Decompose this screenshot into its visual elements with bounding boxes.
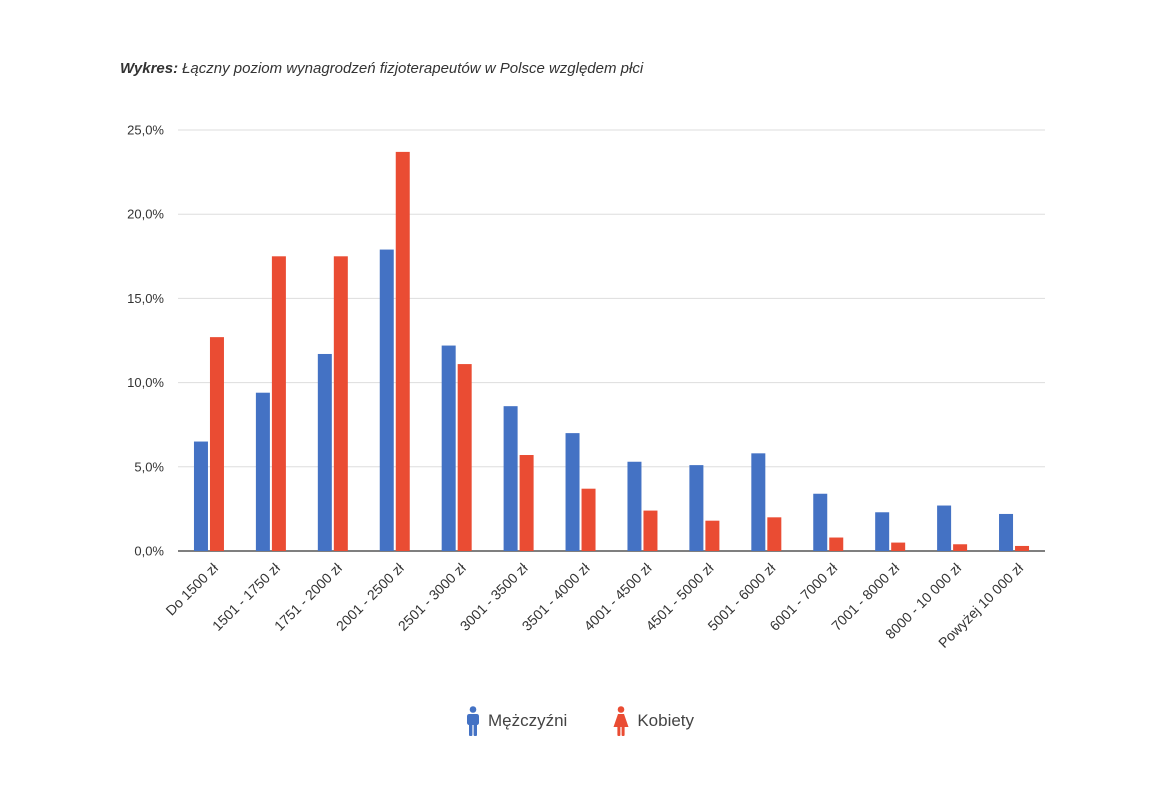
legend-label-men: Mężczyźni	[487, 711, 568, 730]
legend-label-women: Kobiety	[637, 711, 695, 730]
bar-men	[441, 345, 456, 551]
bar-men	[875, 512, 890, 551]
bar-women	[767, 517, 782, 551]
bar-men	[751, 453, 766, 551]
legend-item-women: Kobiety	[613, 706, 694, 736]
bar-women	[395, 151, 410, 551]
bar-men	[565, 433, 580, 551]
bar-women	[519, 455, 534, 551]
chart-title-prefix: Wykres:	[120, 60, 179, 77]
bars	[193, 151, 1030, 551]
bar-men	[627, 461, 642, 551]
legend-item-men: Mężczyźni	[466, 706, 567, 736]
y-tick-label: 5,0%	[134, 459, 164, 474]
legend: Mężczyźni Kobiety	[0, 706, 1160, 736]
y-tick-label: 20,0%	[127, 207, 164, 222]
bar-women	[643, 510, 658, 551]
y-axis-tick-labels: 0,0% 5,0% 10,0% 15,0% 20,0% 25,0%	[127, 123, 164, 559]
grid-lines	[178, 129, 1045, 552]
bar-men	[813, 493, 828, 551]
bar-men	[193, 441, 208, 551]
y-tick-label: 15,0%	[127, 291, 164, 306]
bar-women	[457, 364, 472, 551]
bar-women	[1015, 545, 1030, 551]
bar-men	[999, 513, 1014, 551]
bar-men	[503, 406, 518, 551]
bar-women	[705, 520, 720, 551]
bar-women	[271, 256, 286, 551]
female-person-icon	[613, 706, 629, 736]
bar-men	[689, 465, 704, 551]
male-person-icon	[466, 706, 480, 736]
chart-title: Wykres: Łączny poziom wynagrodzeń fizjote…	[120, 60, 643, 77]
y-tick-label: 10,0%	[127, 375, 164, 390]
bar-women	[953, 544, 968, 551]
bar-men	[379, 249, 394, 551]
bar-women	[829, 537, 844, 551]
y-tick-label: 0,0%	[134, 544, 164, 559]
y-tick-label: 25,0%	[127, 123, 164, 138]
x-category-label: Do 1500 zł	[162, 559, 221, 618]
bar-men	[937, 505, 952, 551]
bar-women	[891, 542, 906, 551]
chart-title-text: Łączny poziom wynagrodzeń fizjoterapeutó…	[182, 60, 644, 77]
bar-women	[209, 337, 224, 551]
bar-men	[317, 353, 332, 551]
bar-women	[333, 256, 348, 551]
bar-women	[581, 488, 596, 551]
bar-men	[255, 392, 270, 551]
